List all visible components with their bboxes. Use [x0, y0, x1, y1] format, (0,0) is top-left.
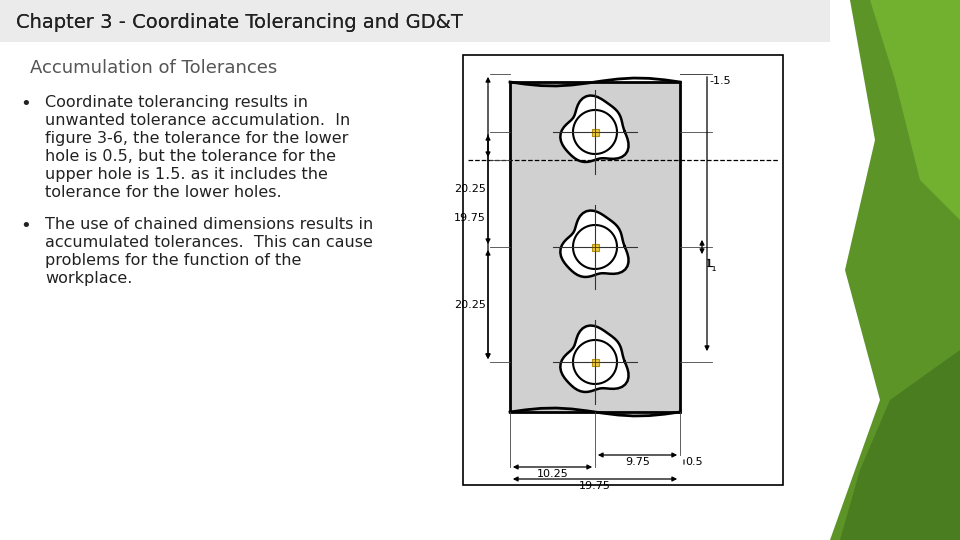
Text: tolerance for the lower holes.: tolerance for the lower holes.: [45, 185, 281, 200]
Text: 19.75: 19.75: [579, 481, 611, 491]
Bar: [591, 244, 598, 251]
Text: workplace.: workplace.: [45, 271, 132, 286]
Text: 1: 1: [706, 259, 713, 269]
Text: Chapter 3 - Coordinate Tolerancing and GD&T: Chapter 3 - Coordinate Tolerancing and G…: [16, 12, 463, 31]
Polygon shape: [573, 225, 617, 269]
Text: └₁: └₁: [705, 261, 717, 274]
Text: 20.25: 20.25: [454, 185, 486, 194]
Bar: [510, 82, 680, 412]
Polygon shape: [561, 96, 629, 162]
Polygon shape: [561, 211, 629, 277]
Text: figure 3-6, the tolerance for the lower: figure 3-6, the tolerance for the lower: [45, 131, 348, 146]
Polygon shape: [830, 0, 960, 540]
Bar: [0, 0, 830, 540]
Text: accumulated tolerances.  This can cause: accumulated tolerances. This can cause: [45, 235, 372, 250]
Text: upper hole is 1.5. as it includes the: upper hole is 1.5. as it includes the: [45, 167, 328, 182]
Text: 10.25: 10.25: [537, 469, 568, 479]
Bar: [0, 0, 830, 42]
Polygon shape: [870, 0, 960, 220]
Polygon shape: [573, 110, 617, 154]
Bar: [0, 0, 830, 42]
Bar: [463, 55, 783, 485]
Text: hole is 0.5, but the tolerance for the: hole is 0.5, but the tolerance for the: [45, 149, 336, 164]
Polygon shape: [561, 326, 629, 392]
Text: •: •: [20, 95, 31, 113]
Text: problems for the function of the: problems for the function of the: [45, 253, 301, 268]
Text: unwanted tolerance accumulation.  In: unwanted tolerance accumulation. In: [45, 113, 350, 128]
Text: 19.75: 19.75: [454, 213, 486, 223]
Text: Chapter 3 - Coordinate Tolerancing and GD&T: Chapter 3 - Coordinate Tolerancing and G…: [16, 12, 463, 31]
Text: The use of chained dimensions results in: The use of chained dimensions results in: [45, 217, 373, 232]
Polygon shape: [840, 350, 960, 540]
Text: 20.25: 20.25: [454, 300, 486, 309]
Text: -1.5: -1.5: [709, 76, 731, 86]
Bar: [591, 359, 598, 366]
Text: 9.75: 9.75: [625, 457, 650, 467]
Bar: [591, 129, 598, 136]
Text: •: •: [20, 217, 31, 235]
Polygon shape: [0, 420, 250, 540]
Polygon shape: [573, 340, 617, 384]
Text: Accumulation of Tolerances: Accumulation of Tolerances: [30, 59, 277, 77]
Text: 0.5: 0.5: [685, 457, 703, 467]
Text: Coordinate tolerancing results in: Coordinate tolerancing results in: [45, 95, 308, 110]
